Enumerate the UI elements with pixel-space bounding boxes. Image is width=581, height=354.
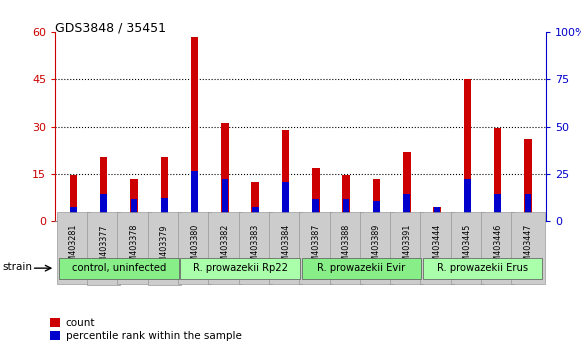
Bar: [101, 194, 107, 221]
Bar: [70, 207, 77, 221]
Text: GDS3848 / 35451: GDS3848 / 35451: [55, 21, 166, 34]
Text: GSM403378: GSM403378: [130, 224, 138, 272]
Bar: [191, 36, 198, 221]
Text: GSM403380: GSM403380: [190, 224, 199, 272]
Bar: [70, 176, 77, 221]
FancyBboxPatch shape: [59, 258, 178, 279]
Bar: [282, 130, 289, 221]
Text: GSM403379: GSM403379: [160, 224, 169, 273]
Bar: [130, 179, 138, 221]
Text: GSM403383: GSM403383: [251, 224, 260, 272]
Text: control, uninfected: control, uninfected: [71, 263, 166, 273]
Bar: [403, 194, 410, 221]
Text: GSM403387: GSM403387: [311, 224, 320, 272]
Text: GSM403384: GSM403384: [281, 224, 290, 272]
Bar: [342, 176, 350, 221]
Bar: [524, 139, 532, 221]
Text: R. prowazekii Erus: R. prowazekii Erus: [437, 263, 528, 273]
Legend: count, percentile rank within the sample: count, percentile rank within the sample: [46, 314, 246, 345]
Text: GSM403377: GSM403377: [99, 224, 108, 273]
Text: GSM403445: GSM403445: [463, 224, 472, 272]
Bar: [191, 171, 198, 221]
Text: GSM403446: GSM403446: [493, 224, 502, 272]
Bar: [403, 152, 411, 221]
Bar: [312, 167, 320, 221]
Bar: [433, 207, 441, 221]
Bar: [373, 201, 380, 221]
Bar: [160, 156, 168, 221]
Text: GSM403389: GSM403389: [372, 224, 381, 272]
Text: strain: strain: [3, 262, 33, 272]
Bar: [221, 124, 229, 221]
Bar: [131, 199, 137, 221]
Bar: [252, 207, 259, 221]
Text: GSM403444: GSM403444: [432, 224, 442, 272]
Bar: [494, 128, 501, 221]
Bar: [221, 179, 228, 221]
Bar: [464, 179, 471, 221]
Text: GSM403391: GSM403391: [402, 224, 411, 272]
Bar: [252, 182, 259, 221]
Bar: [372, 179, 380, 221]
Text: GSM403382: GSM403382: [220, 224, 229, 272]
Text: R. prowazekii Rp22: R. prowazekii Rp22: [192, 263, 288, 273]
Bar: [494, 194, 501, 221]
FancyBboxPatch shape: [180, 258, 300, 279]
Text: GSM403447: GSM403447: [523, 224, 532, 272]
Bar: [161, 198, 168, 221]
Bar: [464, 79, 471, 221]
Bar: [282, 182, 289, 221]
Text: R. prowazekii Evir: R. prowazekii Evir: [317, 263, 406, 273]
Bar: [100, 156, 107, 221]
Bar: [343, 199, 349, 221]
Bar: [313, 199, 319, 221]
Text: GSM403281: GSM403281: [69, 224, 78, 272]
Bar: [525, 194, 531, 221]
Bar: [433, 207, 440, 221]
Text: GSM403388: GSM403388: [342, 224, 350, 272]
FancyBboxPatch shape: [302, 258, 421, 279]
FancyBboxPatch shape: [423, 258, 542, 279]
